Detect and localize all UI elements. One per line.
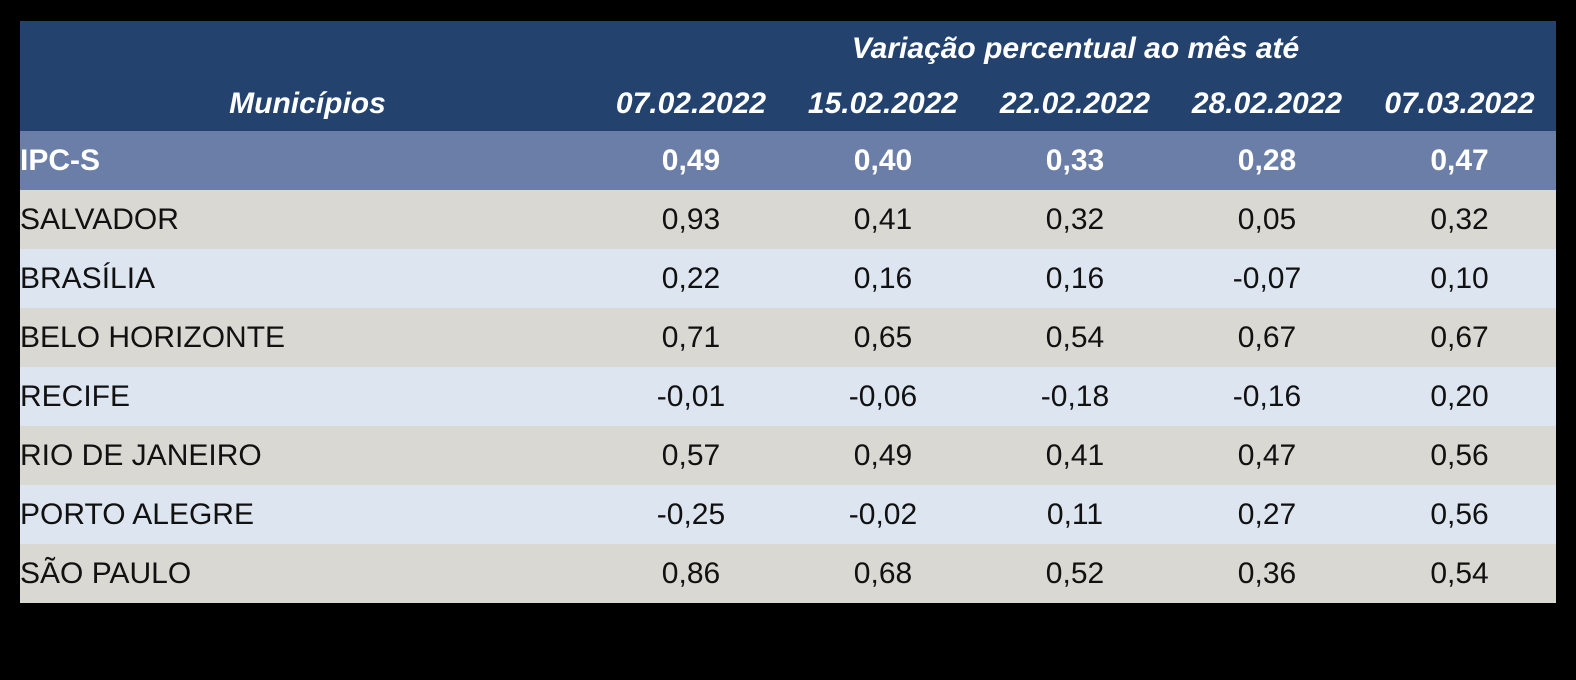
row-label: BRASÍLIA bbox=[20, 249, 595, 308]
ipcs-value-5: 0,47 bbox=[1363, 131, 1557, 190]
cell-value: 0,93 bbox=[595, 190, 787, 249]
cell-value: 0,49 bbox=[787, 426, 979, 485]
row-label: RIO DE JANEIRO bbox=[20, 426, 595, 485]
table-title: Variação percentual ao mês até bbox=[595, 21, 1557, 76]
cell-value: 0,22 bbox=[595, 249, 787, 308]
cell-value: 0,67 bbox=[1171, 308, 1363, 367]
row-label: PORTO ALEGRE bbox=[20, 485, 595, 544]
ipcs-table: Variação percentual ao mês até Município… bbox=[20, 21, 1557, 603]
table-title-row: Variação percentual ao mês até bbox=[20, 21, 1557, 76]
cell-value: 0,54 bbox=[1363, 544, 1557, 603]
header-spacer-cell bbox=[20, 21, 595, 76]
column-header-date-4: 28.02.2022 bbox=[1171, 76, 1363, 131]
cell-value: 0,10 bbox=[1363, 249, 1557, 308]
table-row-brasilia: BRASÍLIA 0,22 0,16 0,16 -0,07 0,10 bbox=[20, 249, 1557, 308]
cell-value: 0,67 bbox=[1363, 308, 1557, 367]
cell-value: 0,41 bbox=[787, 190, 979, 249]
cell-value: 0,32 bbox=[979, 190, 1171, 249]
column-header-date-3: 22.02.2022 bbox=[979, 76, 1171, 131]
row-label-ipcs: IPC-S bbox=[20, 131, 595, 190]
table-row-rio-de-janeiro: RIO DE JANEIRO 0,57 0,49 0,41 0,47 0,56 bbox=[20, 426, 1557, 485]
cell-value: 0,57 bbox=[595, 426, 787, 485]
row-label: SALVADOR bbox=[20, 190, 595, 249]
column-header-date-2: 15.02.2022 bbox=[787, 76, 979, 131]
table-body: IPC-S 0,49 0,40 0,33 0,28 0,47 SALVADOR … bbox=[20, 131, 1557, 603]
ipcs-table-container: Variação percentual ao mês até Município… bbox=[20, 21, 1557, 603]
column-header-date-5: 07.03.2022 bbox=[1363, 76, 1557, 131]
cell-value: -0,07 bbox=[1171, 249, 1363, 308]
cell-value: -0,02 bbox=[787, 485, 979, 544]
cell-value: -0,06 bbox=[787, 367, 979, 426]
cell-value: 0,32 bbox=[1363, 190, 1557, 249]
cell-value: 0,52 bbox=[979, 544, 1171, 603]
cell-value: -0,25 bbox=[595, 485, 787, 544]
cell-value: 0,47 bbox=[1171, 426, 1363, 485]
cell-value: 0,27 bbox=[1171, 485, 1363, 544]
cell-value: 0,36 bbox=[1171, 544, 1363, 603]
table-row-porto-alegre: PORTO ALEGRE -0,25 -0,02 0,11 0,27 0,56 bbox=[20, 485, 1557, 544]
table-row-ipcs: IPC-S 0,49 0,40 0,33 0,28 0,47 bbox=[20, 131, 1557, 190]
row-label: BELO HORIZONTE bbox=[20, 308, 595, 367]
ipcs-value-3: 0,33 bbox=[979, 131, 1171, 190]
cell-value: 0,56 bbox=[1363, 426, 1557, 485]
cell-value: 0,86 bbox=[595, 544, 787, 603]
cell-value: 0,16 bbox=[979, 249, 1171, 308]
cell-value: 0,68 bbox=[787, 544, 979, 603]
table-row-sao-paulo: SÃO PAULO 0,86 0,68 0,52 0,36 0,54 bbox=[20, 544, 1557, 603]
cell-value: 0,56 bbox=[1363, 485, 1557, 544]
ipcs-value-1: 0,49 bbox=[595, 131, 787, 190]
cell-value: -0,18 bbox=[979, 367, 1171, 426]
cell-value: 0,41 bbox=[979, 426, 1171, 485]
column-header-row: Municípios 07.02.2022 15.02.2022 22.02.2… bbox=[20, 76, 1557, 131]
cell-value: 0,54 bbox=[979, 308, 1171, 367]
row-label: RECIFE bbox=[20, 367, 595, 426]
table-header: Variação percentual ao mês até Município… bbox=[20, 21, 1557, 131]
column-header-date-1: 07.02.2022 bbox=[595, 76, 787, 131]
cell-value: -0,01 bbox=[595, 367, 787, 426]
cell-value: 0,05 bbox=[1171, 190, 1363, 249]
cell-value: 0,20 bbox=[1363, 367, 1557, 426]
cell-value: 0,16 bbox=[787, 249, 979, 308]
ipcs-value-2: 0,40 bbox=[787, 131, 979, 190]
ipcs-value-4: 0,28 bbox=[1171, 131, 1363, 190]
row-label: SÃO PAULO bbox=[20, 544, 595, 603]
table-row-salvador: SALVADOR 0,93 0,41 0,32 0,05 0,32 bbox=[20, 190, 1557, 249]
table-row-recife: RECIFE -0,01 -0,06 -0,18 -0,16 0,20 bbox=[20, 367, 1557, 426]
cell-value: 0,65 bbox=[787, 308, 979, 367]
cell-value: 0,71 bbox=[595, 308, 787, 367]
cell-value: -0,16 bbox=[1171, 367, 1363, 426]
cell-value: 0,11 bbox=[979, 485, 1171, 544]
table-row-belo-horizonte: BELO HORIZONTE 0,71 0,65 0,54 0,67 0,67 bbox=[20, 308, 1557, 367]
column-header-municipios: Municípios bbox=[20, 76, 595, 131]
